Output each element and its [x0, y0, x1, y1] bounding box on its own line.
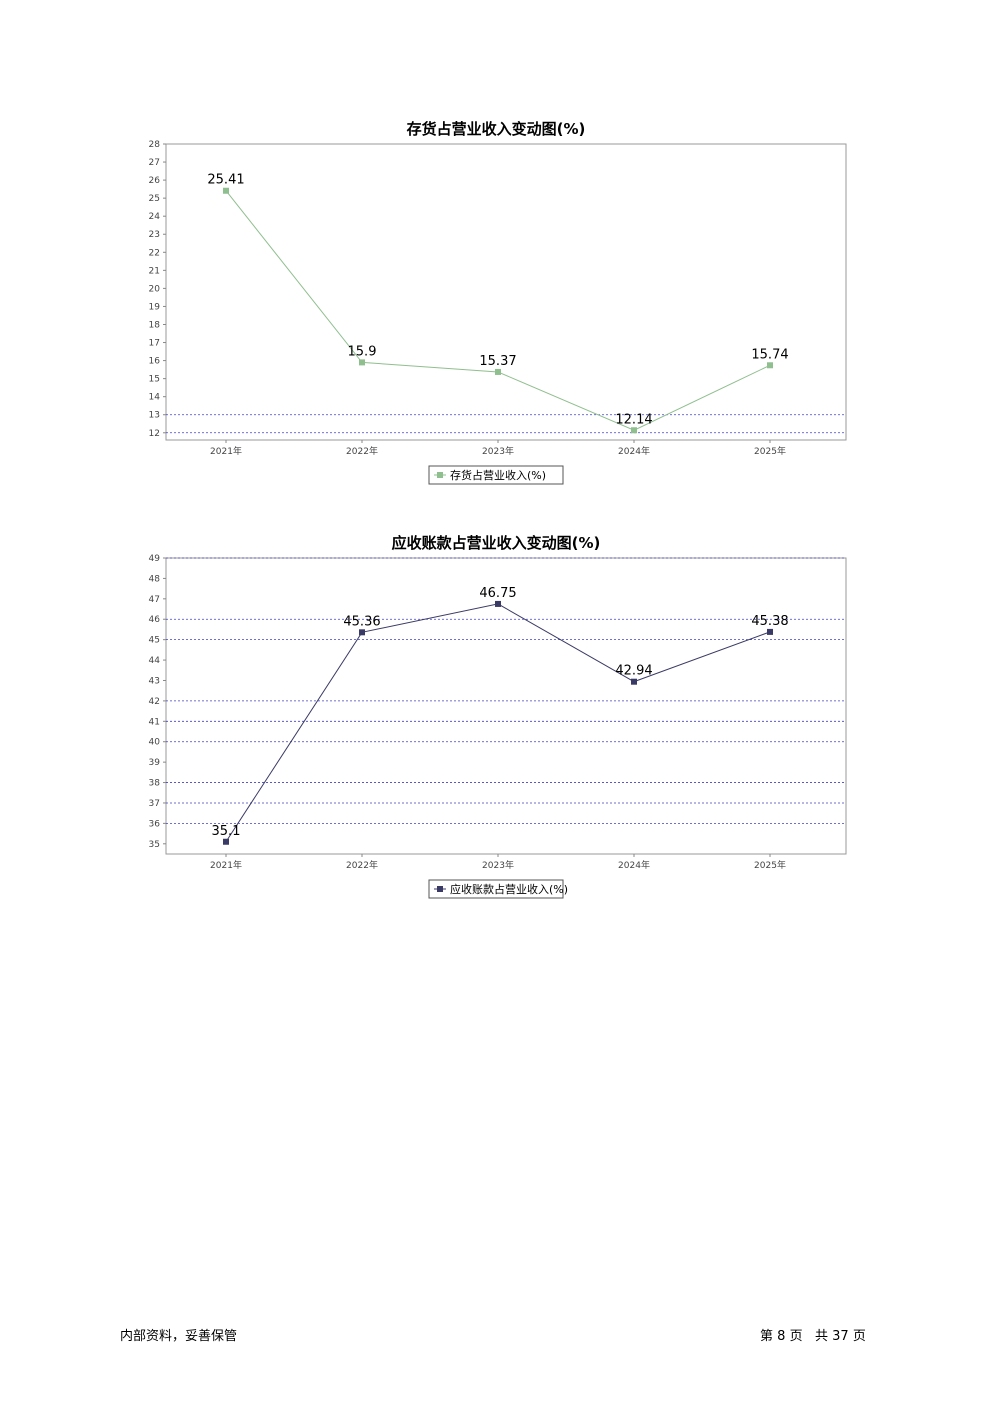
- data-label: 15.9: [348, 344, 377, 359]
- x-tick-label: 2021年: [210, 859, 242, 871]
- y-tick-label: 16: [149, 357, 161, 367]
- data-point: [767, 628, 773, 635]
- data-point: [495, 368, 501, 375]
- data-label: 45.38: [751, 614, 788, 629]
- y-tick-label: 26: [149, 176, 161, 186]
- y-tick-label: 28: [149, 140, 161, 150]
- inventory-chart-plot: 28 27 26 25 24 23 22 21 20 19 18 17 16 15 14 13 12 2021年 2…: [149, 140, 847, 485]
- x-tick-label: 2025年: [754, 445, 786, 457]
- data-label: 15.37: [479, 354, 516, 369]
- data-point: [359, 359, 365, 366]
- data-label: 42.94: [615, 664, 652, 679]
- x-tick-label: 2021年: [210, 445, 242, 457]
- data-point: [631, 427, 637, 434]
- y-tick-label: 42: [149, 697, 160, 707]
- y-tick-label: 41: [149, 717, 160, 727]
- data-label: 45.36: [343, 614, 380, 629]
- page-indicator: 第 8 页 共 37 页: [760, 1325, 866, 1344]
- plot-area: [165, 557, 847, 855]
- data-point: [223, 838, 229, 845]
- y-tick-label: 19: [149, 302, 161, 312]
- y-tick-label: 21: [149, 266, 160, 276]
- data-point: [495, 600, 501, 607]
- plot-area: [165, 143, 847, 441]
- page-prefix: 第: [760, 1329, 774, 1344]
- y-tick-label: 37: [149, 799, 160, 809]
- y-tick-label: 49: [149, 554, 161, 564]
- y-tick-label: 27: [149, 158, 160, 168]
- data-label: 25.41: [207, 173, 244, 188]
- total-prefix: 共: [815, 1329, 829, 1344]
- chart-title: 存货占营业收入变动图(%): [406, 120, 586, 138]
- y-tick-label: 12: [149, 429, 160, 439]
- data-label: 46.75: [479, 586, 516, 601]
- y-tick-label: 14: [149, 393, 161, 403]
- y-tick-label: 17: [149, 339, 160, 349]
- y-tick-label: 25: [149, 194, 160, 204]
- legend-swatch-marker: [437, 472, 443, 478]
- x-tick-label: 2023年: [482, 445, 514, 457]
- receivables-chart: 应收账款占营业收入变动图(%) 49 48 47 46 45 44 43 42 41 40 39 38…: [0, 526, 992, 906]
- y-tick-label: 22: [149, 248, 160, 258]
- chart-title: 应收账款占营业收入变动图(%): [391, 534, 601, 552]
- x-tick-label: 2025年: [754, 859, 786, 871]
- y-tick-label: 43: [149, 676, 160, 686]
- data-label: 35.1: [212, 824, 241, 839]
- page-suffix: 页: [789, 1329, 803, 1344]
- data-point: [359, 629, 365, 636]
- x-tick-label: 2022年: [346, 859, 378, 871]
- y-tick-label: 48: [149, 574, 161, 584]
- page-number: 8: [777, 1329, 786, 1344]
- legend-swatch-marker: [437, 886, 443, 892]
- x-tick-label: 2022年: [346, 445, 378, 457]
- confidential-note: 内部资料，妥善保管: [120, 1329, 238, 1344]
- legend-box: [428, 879, 564, 899]
- y-tick-label: 46: [149, 615, 161, 625]
- y-tick-label: 36: [149, 819, 161, 829]
- legend-label: 应收账款占营业收入(%): [450, 882, 568, 896]
- y-tick-label: 13: [149, 411, 160, 421]
- receivables-chart-plot: 49 48 47 46 45 44 43 42 41 40 39 38 37 36 35 2021年 2022年…: [149, 554, 847, 899]
- y-tick-label: 47: [149, 595, 160, 605]
- data-point: [767, 362, 773, 369]
- legend-label: 存货占营业收入(%): [450, 468, 546, 482]
- x-tick-label: 2023年: [482, 859, 514, 871]
- total-pages: 37: [832, 1329, 849, 1344]
- y-tick-label: 40: [149, 738, 161, 748]
- y-tick-label: 38: [149, 779, 161, 789]
- legend-box: [428, 465, 564, 485]
- total-suffix: 页: [852, 1329, 866, 1344]
- data-label: 12.14: [615, 412, 652, 427]
- y-tick-label: 45: [149, 636, 160, 646]
- y-tick-label: 44: [149, 656, 161, 666]
- y-tick-label: 39: [149, 758, 161, 768]
- x-tick-label: 2024年: [618, 859, 650, 871]
- y-tick-label: 35: [149, 840, 160, 850]
- inventory-chart: 存货占营业收入变动图(%) 28 27 26 25 24 23 22 21 20 19 18 17 16…: [0, 112, 992, 492]
- y-tick-label: 18: [149, 320, 161, 330]
- y-tick-label: 15: [149, 375, 160, 385]
- y-tick-label: 24: [149, 212, 161, 222]
- data-label: 15.74: [751, 347, 788, 362]
- y-tick-label: 23: [149, 230, 160, 240]
- data-point: [223, 187, 229, 194]
- x-tick-label: 2024年: [618, 445, 650, 457]
- y-tick-label: 20: [149, 284, 161, 294]
- data-point: [631, 678, 637, 685]
